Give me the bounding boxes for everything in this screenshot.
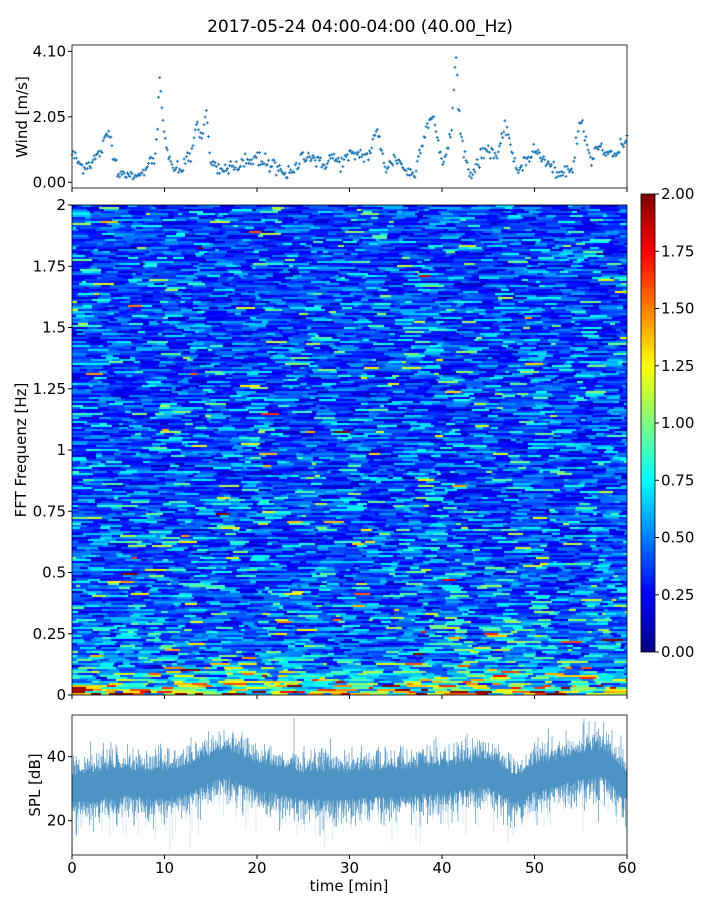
spectrogram-ticks: 0 0.25 0.5 0.75 1 1.25 1.5 1.75 2 — [33, 196, 628, 704]
colorbar — [641, 194, 655, 652]
spectrogram-ytick-label: 0 — [56, 686, 66, 704]
spl-xtick-label: 40 — [432, 859, 451, 877]
spectrogram-ytick-label: 0.75 — [33, 502, 66, 520]
wind-ytick-label: 0.00 — [33, 173, 66, 191]
colorbar-tick-label: 0.00 — [661, 643, 694, 661]
colorbar-tick-label: 0.50 — [661, 529, 694, 547]
colorbar-tick-label: 0.75 — [661, 471, 694, 489]
spl-ylabel: SPL [dB] — [26, 753, 44, 816]
spl-ytick-label: 20 — [47, 812, 66, 830]
spectrogram-axes-frame — [71, 204, 628, 696]
colorbar-tick-label: 1.50 — [661, 300, 694, 318]
colorbar-ticks: 0.00 0.25 0.50 0.75 1.00 1.25 1.50 1.75 2.00 — [655, 185, 694, 661]
spl-xtick-label: 20 — [247, 859, 266, 877]
spl-xlabel: time [min] — [310, 877, 389, 895]
spl-xtick-label: 30 — [340, 859, 359, 877]
colorbar-tick-label: 1.75 — [661, 242, 694, 260]
spectrogram-ytick-label: 1.25 — [33, 380, 66, 398]
spectrogram-ytick-label: 1.75 — [33, 257, 66, 275]
colorbar-tick-label: 1.25 — [661, 357, 694, 375]
spl-series — [71, 718, 627, 853]
spectrogram-ylabel: FFT Frequenz [Hz] — [12, 383, 30, 518]
spl-ytick-label: 40 — [47, 748, 66, 766]
wind-ytick-label: 4.10 — [33, 42, 66, 60]
colorbar-tick-label: 0.25 — [661, 586, 694, 604]
colorbar-tick-label: 1.00 — [661, 414, 694, 432]
wind-ytick-label: 2.05 — [33, 108, 66, 126]
spectrogram-ytick-label: 0.5 — [42, 564, 66, 582]
spl-xtick-label: 60 — [617, 859, 636, 877]
spl-xtick-label: 10 — [155, 859, 174, 877]
spectrogram-ytick-label: 2 — [56, 196, 66, 214]
wind-axes-frame — [71, 44, 628, 189]
colorbar-frame — [640, 193, 656, 653]
chart-title: 2017-05-24 04:00-04:00 (40.00_Hz) — [207, 17, 513, 37]
wind-scatter — [70, 56, 629, 181]
spl-xtick-label: 50 — [525, 859, 544, 877]
spectrogram-heatmap — [72, 205, 627, 695]
spectrogram-ytick-label: 0.25 — [33, 625, 66, 643]
wind-ylabel: Wind [m/s] — [13, 76, 31, 158]
spl-ticks: 20 40 0 10 20 30 40 50 60 — [47, 748, 637, 877]
colorbar-tick-label: 2.00 — [661, 185, 694, 203]
spectrogram-ytick-label: 1.5 — [42, 319, 66, 337]
spectrogram-ytick-label: 1 — [56, 441, 66, 459]
spl-xtick-label: 0 — [67, 859, 77, 877]
wind-ticks: 0.00 2.05 4.10 — [33, 42, 628, 192]
